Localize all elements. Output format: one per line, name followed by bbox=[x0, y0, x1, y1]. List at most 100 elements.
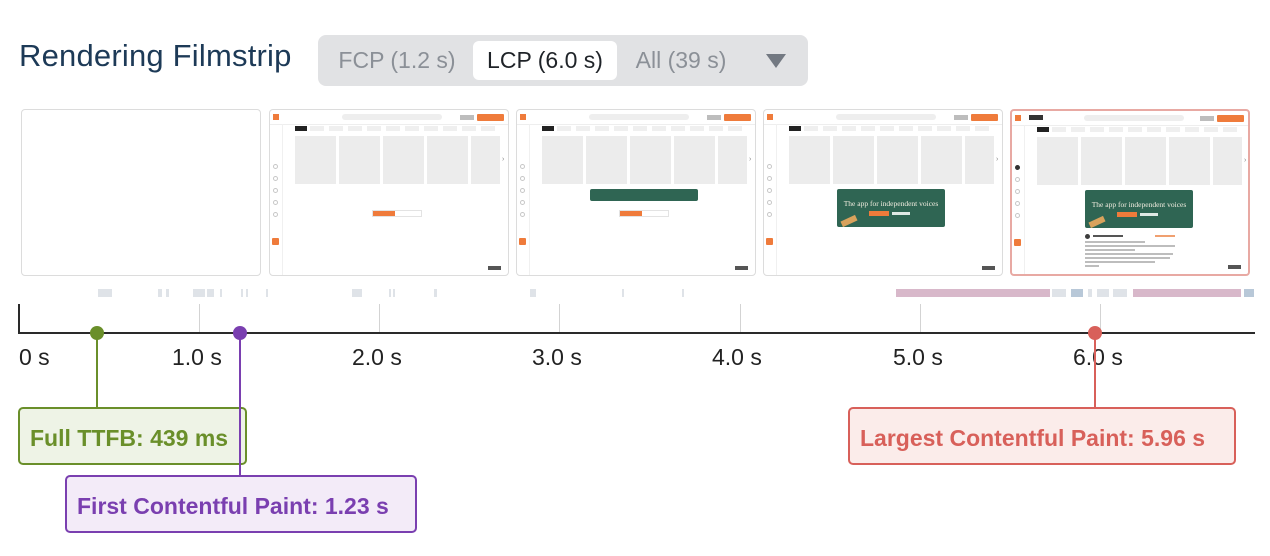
axis-label: 6.0 s bbox=[1073, 344, 1123, 370]
compass-icon bbox=[1015, 177, 1020, 182]
frame-banner-art bbox=[1088, 215, 1106, 228]
axis-label: 3.0 s bbox=[532, 344, 582, 370]
plus-icon bbox=[519, 238, 526, 245]
lcp-label: Largest Contentful Paint: 5.96 s bbox=[848, 407, 1236, 465]
frame-header bbox=[270, 110, 508, 125]
axis-label: 4.0 s bbox=[712, 344, 762, 370]
compass-icon bbox=[520, 176, 525, 181]
frame-post bbox=[1085, 233, 1180, 268]
frame-post-line bbox=[1085, 265, 1099, 267]
bell-icon bbox=[767, 200, 772, 205]
frame-create-account bbox=[724, 114, 751, 121]
activity-tick bbox=[530, 289, 536, 297]
frame-post-line bbox=[1085, 257, 1170, 259]
frame-banner-art bbox=[840, 214, 858, 227]
frame-cards bbox=[789, 136, 994, 184]
frame-home-label bbox=[1029, 115, 1043, 120]
frame-cards bbox=[542, 136, 747, 184]
activity-tick bbox=[434, 289, 437, 297]
chevron-down-icon[interactable] bbox=[766, 54, 786, 68]
tab-fcp[interactable]: FCP (1.2 s) bbox=[338, 47, 456, 73]
frame-post-line bbox=[1085, 261, 1155, 263]
activity-tick bbox=[1097, 289, 1109, 297]
activity-tick bbox=[207, 289, 214, 297]
frame-get-app bbox=[1228, 265, 1241, 269]
frame-create-account bbox=[477, 114, 504, 121]
timeline-axis bbox=[19, 332, 1255, 334]
home-icon bbox=[1015, 165, 1020, 170]
frame-search-bar bbox=[1084, 115, 1184, 121]
compass-icon bbox=[273, 176, 278, 181]
frame-prompt-button bbox=[373, 211, 395, 216]
ttfb-label: Full TTFB: 439 ms bbox=[18, 407, 247, 465]
home-icon bbox=[273, 164, 278, 169]
frame-cards bbox=[1037, 137, 1242, 185]
frame-post-line bbox=[1085, 241, 1145, 243]
chevron-right-icon: › bbox=[502, 156, 505, 163]
frame-sidebar bbox=[764, 124, 777, 275]
tab-lcp[interactable]: LCP (6.0 s) bbox=[473, 41, 617, 80]
frame-header bbox=[764, 110, 1002, 125]
frame-sign-in bbox=[460, 115, 474, 120]
logo-icon bbox=[767, 114, 773, 120]
frame-banner: The app for independent voices bbox=[837, 189, 945, 227]
activity-tick bbox=[1071, 289, 1083, 297]
frame-banner-text: The app for independent voices bbox=[843, 199, 939, 208]
filmstrip-frame-1[interactable] bbox=[21, 109, 261, 276]
frame-header bbox=[517, 110, 755, 125]
frame-banner-link bbox=[892, 212, 910, 215]
plus-icon bbox=[1014, 239, 1021, 246]
activity-tick bbox=[166, 289, 169, 297]
activity-ticks bbox=[0, 289, 1270, 297]
frame-post-avatar bbox=[1085, 234, 1090, 239]
activity-tick bbox=[241, 289, 243, 297]
logo-icon bbox=[273, 114, 279, 120]
frame-create-account bbox=[971, 114, 998, 121]
filmstrip-frame-3[interactable]: › bbox=[516, 109, 756, 276]
frame-chips bbox=[804, 126, 994, 131]
chevron-right-icon: › bbox=[996, 156, 999, 163]
activity-tick bbox=[266, 289, 268, 297]
plus-icon bbox=[272, 238, 279, 245]
frame-chip-active bbox=[542, 126, 554, 131]
filmstrip-frame-4[interactable]: › The app for independent voices bbox=[763, 109, 1003, 276]
fcp-label: First Contentful Paint: 1.23 s bbox=[65, 475, 417, 533]
frame-search-bar bbox=[836, 114, 936, 120]
frame-chip-active bbox=[295, 126, 307, 131]
chat-icon bbox=[1015, 189, 1020, 194]
frame-banner-cta bbox=[1117, 212, 1137, 217]
frame-banner-cta bbox=[869, 211, 889, 216]
bell-icon bbox=[520, 200, 525, 205]
frame-search-bar bbox=[589, 114, 689, 120]
search-icon bbox=[1015, 213, 1020, 218]
logo-icon bbox=[1015, 115, 1021, 121]
frame-sign-in bbox=[954, 115, 968, 120]
plus-icon bbox=[766, 238, 773, 245]
activity-tick bbox=[193, 289, 205, 297]
filmstrip-frame-5[interactable]: › The app for independent voices bbox=[1010, 109, 1250, 276]
filmstrip-frame-2[interactable]: › bbox=[269, 109, 509, 276]
frame-banner bbox=[590, 189, 698, 201]
activity-tick bbox=[682, 289, 684, 297]
compass-icon bbox=[767, 176, 772, 181]
grid-line bbox=[379, 304, 380, 332]
frame-prompt-button bbox=[620, 211, 642, 216]
bell-icon bbox=[273, 200, 278, 205]
lcp-marker-dot[interactable] bbox=[1088, 326, 1102, 340]
frame-sidebar bbox=[270, 124, 283, 275]
fcp-marker-dot[interactable] bbox=[233, 326, 247, 340]
chat-icon bbox=[767, 188, 772, 193]
axis-label: 5.0 s bbox=[893, 344, 943, 370]
activity-tick bbox=[352, 289, 362, 297]
frame-prompt bbox=[372, 210, 422, 217]
activity-tick bbox=[622, 289, 624, 297]
activity-tick bbox=[246, 289, 248, 297]
ttfb-marker-dot[interactable] bbox=[90, 326, 104, 340]
frame-chip-active bbox=[789, 126, 801, 131]
tab-all[interactable]: All (39 s) bbox=[635, 47, 727, 73]
activity-tick bbox=[389, 289, 391, 297]
grid-line bbox=[920, 304, 921, 332]
frame-sign-in bbox=[1200, 116, 1214, 121]
activity-tick bbox=[98, 289, 112, 297]
